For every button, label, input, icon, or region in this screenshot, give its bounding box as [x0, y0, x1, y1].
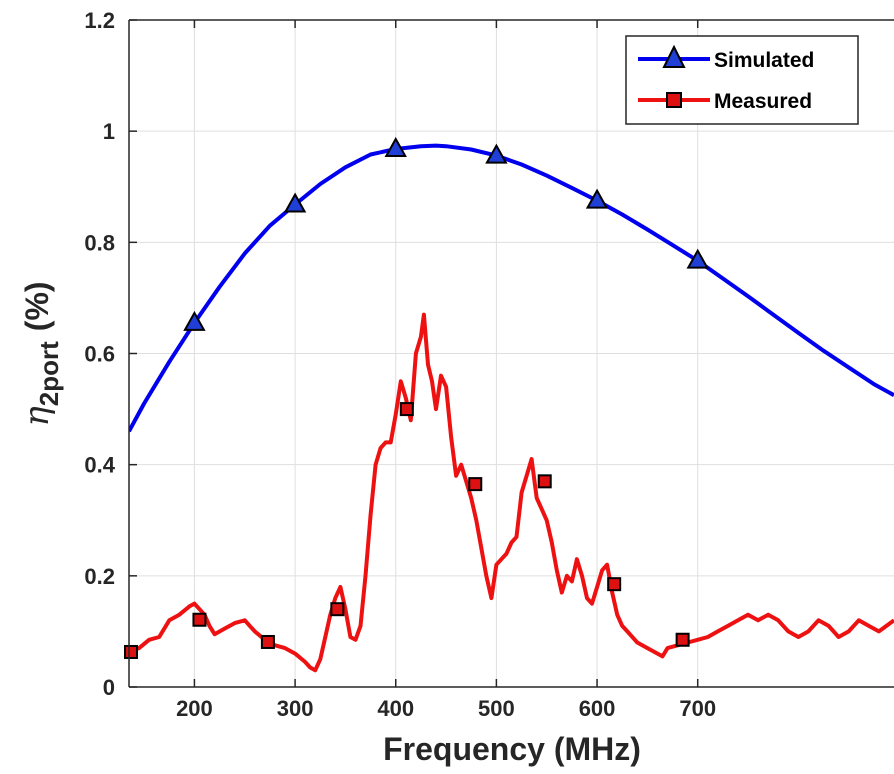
y-tick-label: 0.6 [84, 342, 115, 367]
legend-marker-measured [666, 92, 682, 108]
x-tick-label: 400 [377, 696, 414, 721]
grid-lines [129, 19, 894, 688]
marker-measured [260, 634, 275, 649]
y-axis-subscript: 2port [34, 341, 64, 406]
y-tick-label: 1.2 [84, 8, 115, 33]
marker-simulated [585, 188, 609, 209]
y-tick-label: 0 [103, 675, 115, 700]
marker-measured [192, 612, 207, 627]
x-tick-label: 600 [579, 696, 616, 721]
y-axis-unit: (%) [19, 281, 55, 331]
svg-text:η2port(%): η2port (%) [17, 281, 64, 426]
plot-area [124, 136, 894, 673]
marker-simulated [485, 143, 508, 164]
marker-measured [537, 474, 552, 489]
legend-item-measured: Measured [638, 90, 812, 113]
marker-measured [124, 644, 139, 659]
legend-label-measured: Measured [714, 90, 812, 113]
y-tick-label: 0.4 [84, 453, 115, 478]
y-tick-label: 0.2 [84, 564, 115, 589]
tick-labels: 200 300 400 500 600 700 0 0.2 0.4 0.6 0.8 1 1.2 [84, 8, 716, 721]
x-tick-label: 300 [277, 696, 314, 721]
x-axis-title: Frequency (MHz) [383, 731, 641, 767]
marker-simulated [384, 136, 407, 157]
marker-measured [675, 632, 690, 647]
marker-measured [607, 577, 622, 592]
y-tick-label: 1 [103, 119, 115, 144]
marker-measured [468, 477, 483, 492]
marker-simulated [686, 248, 709, 269]
x-tick-label: 500 [478, 696, 515, 721]
legend-box [625, 35, 859, 125]
marker-measured [330, 602, 345, 617]
axes [128, 19, 894, 688]
marker-simulated [283, 192, 307, 213]
series-line-measured [129, 312, 894, 673]
legend: Simulated Measured [625, 35, 859, 125]
x-tick-label: 700 [679, 696, 716, 721]
marker-measured [399, 402, 414, 417]
y-axis-symbol: η [17, 406, 57, 427]
legend-marker-simulated [662, 44, 686, 68]
legend-item-simulated: Simulated [638, 44, 814, 72]
legend-label-simulated: Simulated [714, 49, 814, 72]
marker-simulated [183, 310, 206, 331]
x-tick-label: 200 [176, 696, 213, 721]
y-axis-title: η2port (%) [17, 281, 64, 426]
y-tick-label: 0.8 [84, 230, 115, 255]
